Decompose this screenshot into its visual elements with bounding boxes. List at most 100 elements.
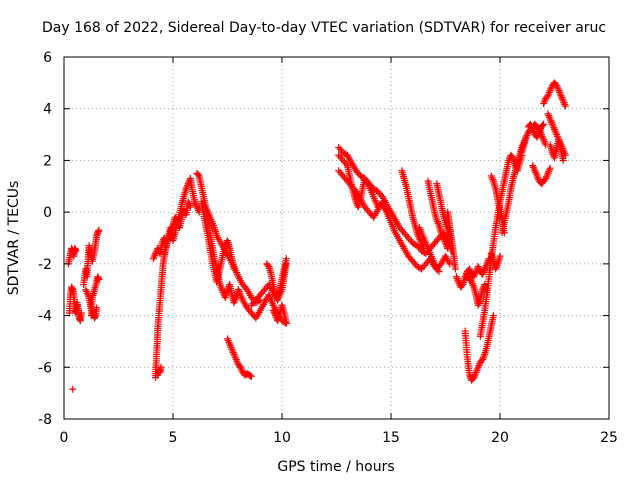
data-point [192,200,200,208]
data-point [470,374,478,382]
data-point [193,203,201,211]
data-point [527,120,535,128]
data-point [542,175,550,183]
data-point [226,342,234,350]
y-tick-label: -4 [38,309,52,325]
data-point [439,232,447,240]
data-point [481,265,489,273]
data-point [529,163,537,171]
data-point [471,271,479,279]
data-point [439,234,447,242]
data-point [547,85,555,93]
data-point [559,97,567,105]
x-axis-label: GPS time / hours [277,459,394,475]
data-point [534,174,542,182]
data-point [479,270,487,278]
data-point [548,120,556,128]
data-point [474,301,482,309]
data-point [488,174,496,182]
data-point [553,81,561,89]
data-point [487,172,495,180]
data-point [545,88,553,96]
data-point [231,297,239,305]
data-point [540,120,548,128]
data-point [555,87,563,95]
data-point [556,88,564,96]
data-point [194,171,202,179]
data-point [558,95,566,103]
data-point [544,169,552,177]
data-point [247,372,255,380]
data-point [463,270,471,278]
y-tick-label: -8 [38,412,52,428]
y-axis-label: SDTVAR / TECUs [6,181,22,296]
y-tick-labels: -8 -6 -4 -2 0 2 4 6 [38,50,52,428]
data-point [543,173,551,181]
data-point [464,272,472,280]
data-point [458,282,466,290]
data-point [230,299,238,307]
data-point [532,170,540,178]
data-point [229,347,237,355]
x-tick-label: 20 [491,430,509,446]
data-point [182,185,190,193]
data-point [548,119,556,127]
data-point [264,261,272,269]
data-point [233,357,241,365]
data-point [237,365,245,373]
data-point [529,162,537,170]
data-point [192,201,200,209]
data-point [523,131,531,139]
data-point [83,287,91,295]
data-point [191,198,199,206]
data-point [472,368,480,376]
data-point [436,262,444,270]
data-point [532,168,540,176]
data-point [557,92,565,100]
data-point [83,289,91,297]
data-point [437,229,445,237]
data-point [552,129,560,137]
plot-frame [63,56,610,420]
data-point [533,172,541,180]
data-point [545,113,553,121]
data-point [545,90,553,98]
data-point [229,349,237,357]
data-point [69,385,77,393]
data-point [377,191,385,199]
data-point [475,362,483,370]
data-point [544,92,552,100]
data-point [529,125,537,133]
data-point [218,285,226,293]
data-point [441,237,449,245]
data-point [496,252,504,260]
data-point [505,156,513,164]
data-point [553,131,561,139]
data-point [534,131,542,139]
data-point [434,218,442,226]
data-point [231,295,239,303]
data-point [544,110,552,118]
y-tick-label: -6 [38,360,52,376]
data-point [465,265,473,273]
data-point [529,127,537,135]
data-point [433,216,441,224]
data-point [227,343,235,351]
data-point [540,137,548,145]
data-point [442,241,450,249]
data-point [535,128,543,136]
data-point [186,203,194,211]
data-point [77,309,85,317]
data-point [242,284,250,292]
data-point [554,85,562,93]
data-point [231,352,239,360]
data-point [231,354,239,362]
data-point [82,286,90,294]
data-point [453,275,461,283]
data-point [560,99,568,107]
data-point [218,287,226,295]
data-point [468,278,476,286]
data-point [489,312,497,320]
data-point [479,356,487,364]
data-point [480,352,488,360]
